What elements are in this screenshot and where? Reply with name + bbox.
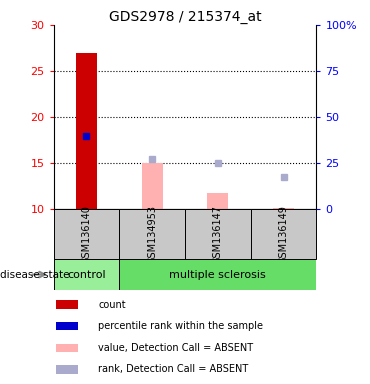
- Bar: [56, 344, 78, 352]
- Text: multiple sclerosis: multiple sclerosis: [169, 270, 266, 280]
- Bar: [119, 209, 185, 259]
- Bar: [56, 322, 78, 330]
- Text: count: count: [98, 300, 126, 310]
- Bar: [76, 53, 97, 209]
- Text: rank, Detection Call = ABSENT: rank, Detection Call = ABSENT: [98, 364, 249, 374]
- Bar: [142, 163, 163, 209]
- Text: value, Detection Call = ABSENT: value, Detection Call = ABSENT: [98, 343, 253, 353]
- Text: GSM136147: GSM136147: [213, 205, 223, 264]
- Bar: [185, 209, 251, 259]
- Bar: [56, 365, 78, 374]
- Text: GSM136149: GSM136149: [279, 205, 289, 264]
- Bar: [119, 259, 316, 290]
- Text: percentile rank within the sample: percentile rank within the sample: [98, 321, 263, 331]
- Text: disease state: disease state: [0, 270, 70, 280]
- Bar: [54, 209, 119, 259]
- Bar: [56, 300, 78, 309]
- Text: GSM134953: GSM134953: [147, 205, 157, 264]
- Bar: [251, 209, 316, 259]
- Bar: [54, 259, 119, 290]
- Text: GSM136140: GSM136140: [81, 205, 91, 264]
- Text: GDS2978 / 215374_at: GDS2978 / 215374_at: [109, 10, 261, 23]
- Bar: [207, 193, 228, 209]
- Text: control: control: [67, 270, 106, 280]
